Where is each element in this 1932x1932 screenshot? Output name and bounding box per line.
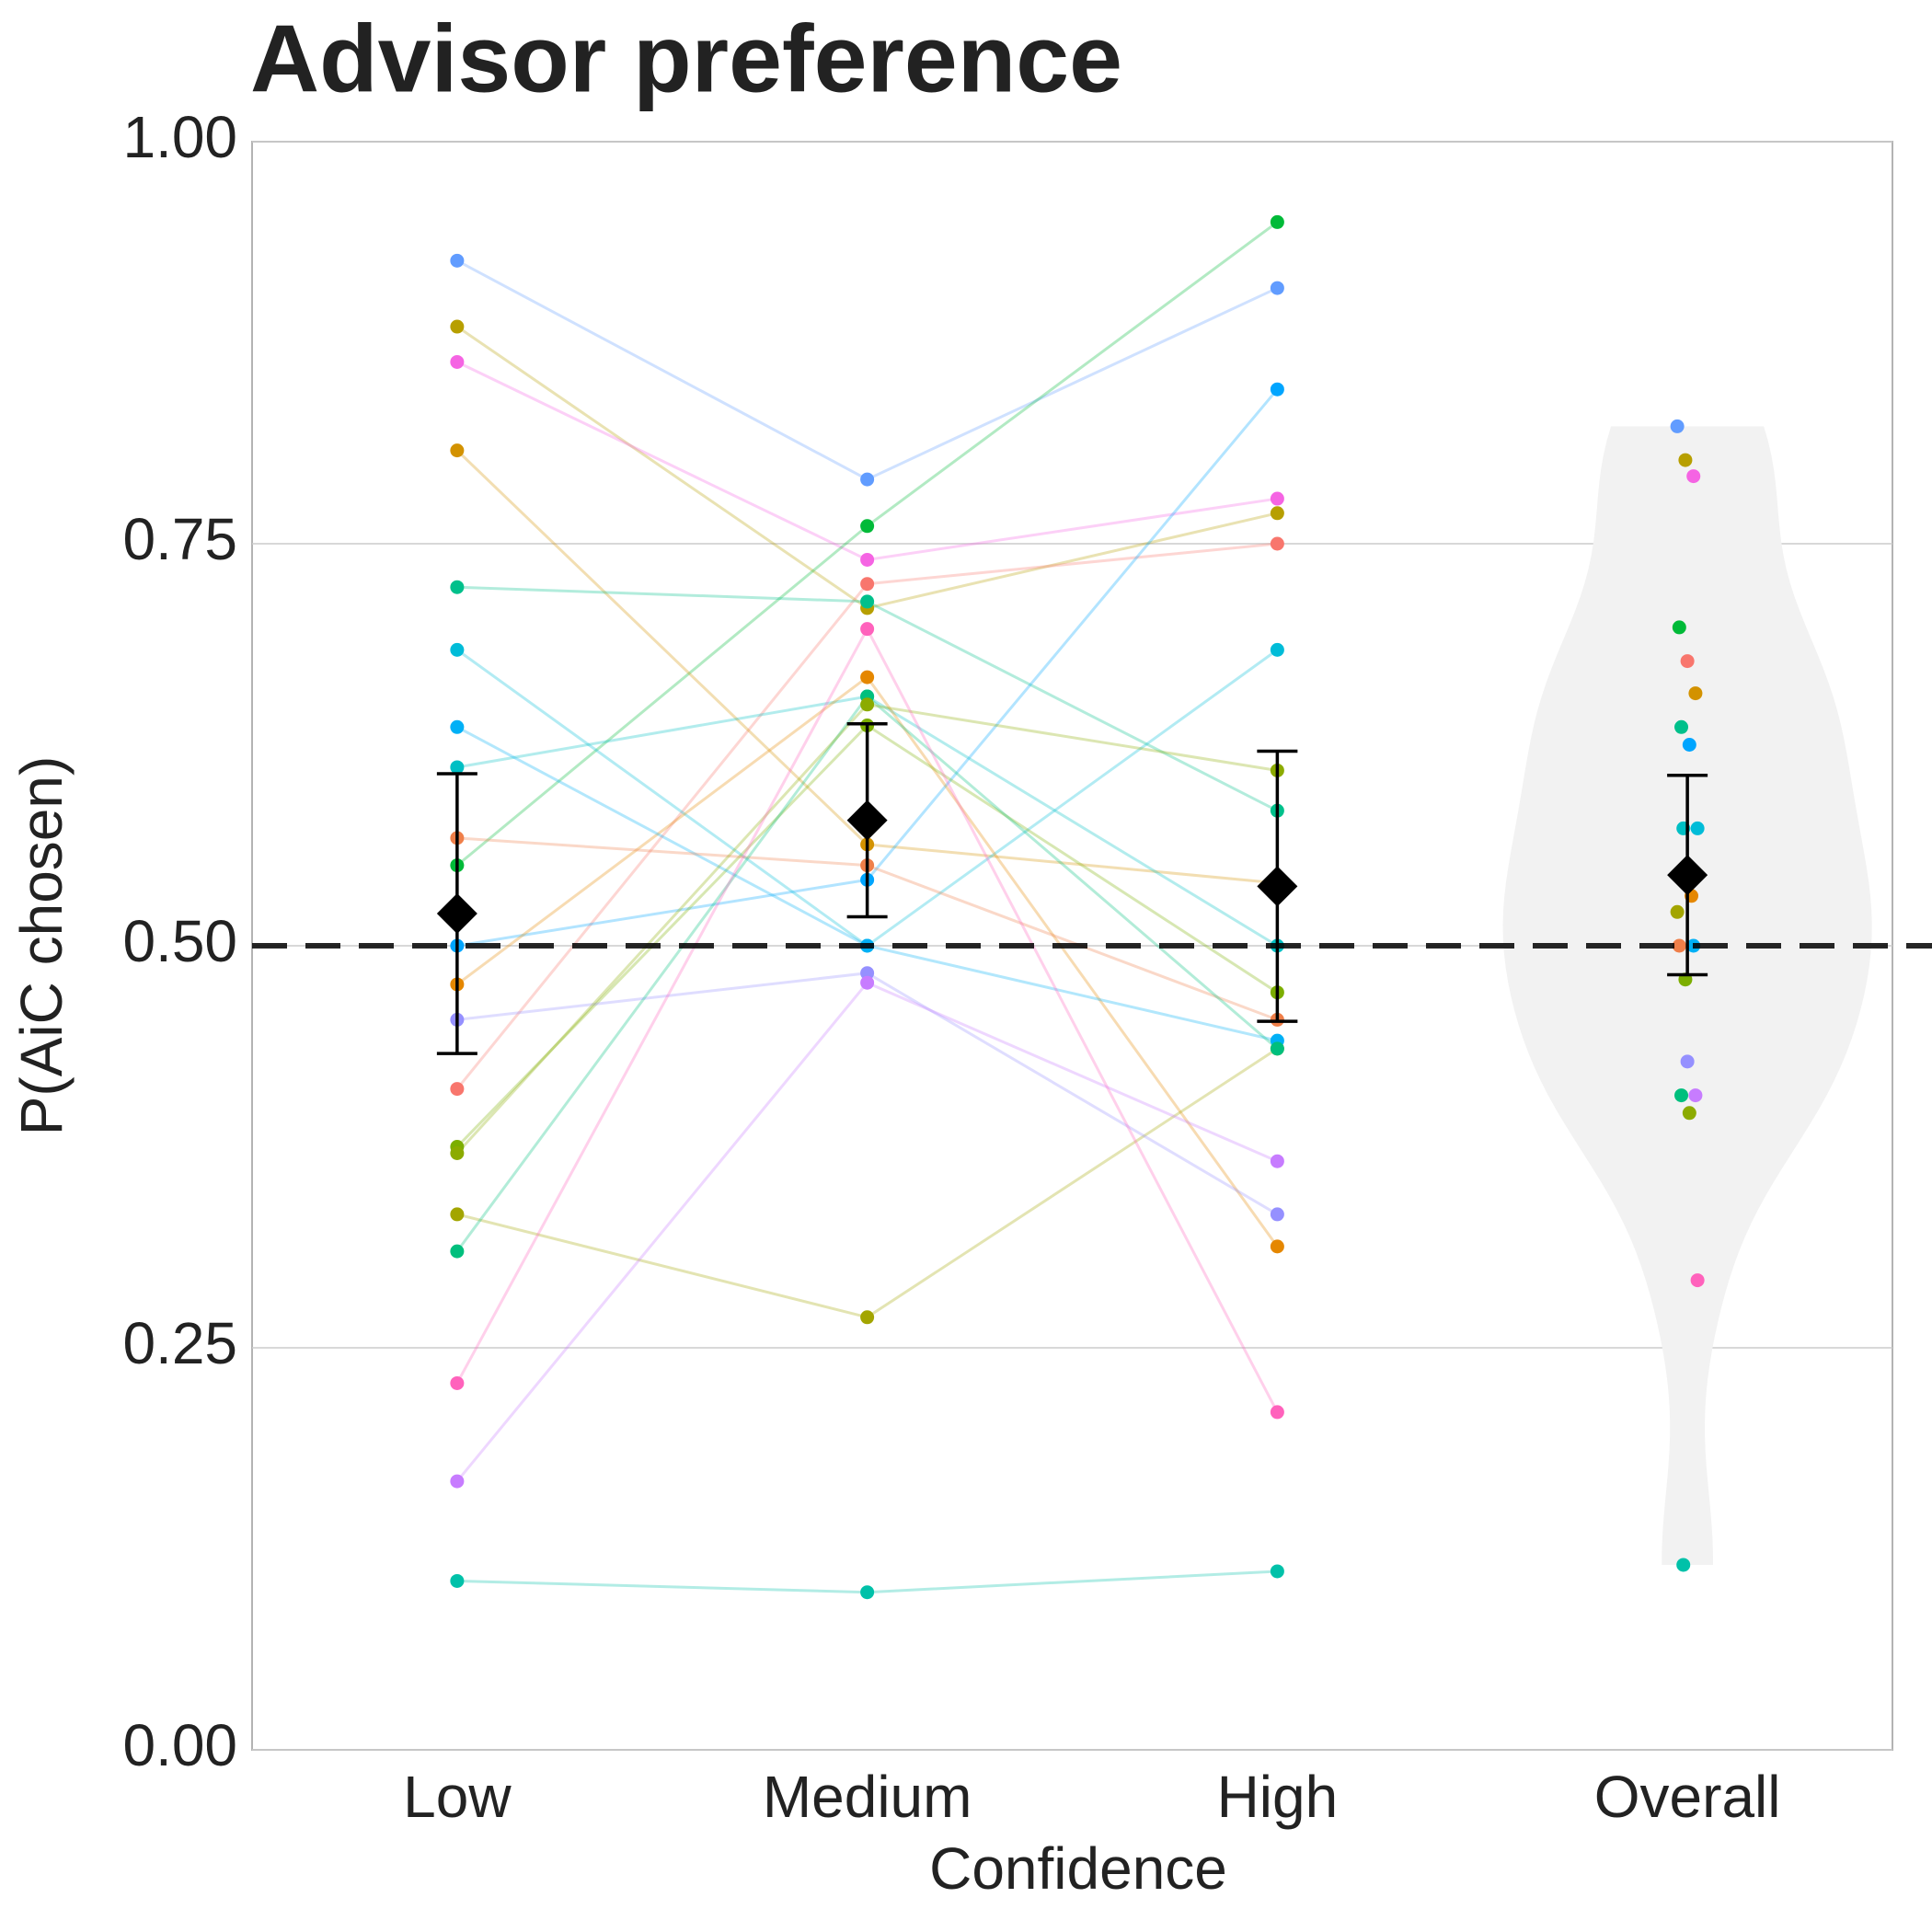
participant-point [1270,642,1284,657]
participant-point [860,1310,875,1325]
mean-marker [1257,866,1298,907]
participant-point [1686,469,1701,484]
participant-line [456,259,1279,481]
participant-point [450,1474,465,1489]
participant-point [1682,738,1696,752]
participant-point [1690,1273,1705,1288]
participant-point [1270,536,1284,551]
participant-point [1270,1405,1284,1420]
participant-point [1690,821,1705,835]
x-tick-label: Medium [763,1764,972,1830]
participant-point [1688,686,1703,701]
participant-point [450,1573,465,1588]
participant-point [1270,281,1284,295]
participant-point [1670,419,1685,433]
participant-point [1270,1564,1284,1579]
participant-line [456,1047,1279,1319]
y-tick-label: 0.75 [122,506,237,572]
participant-point [1680,1054,1695,1069]
participant-point [860,975,875,990]
participant-point [1688,1088,1703,1103]
violin [1502,426,1872,1565]
mean-marker [436,893,477,935]
participant-point [1676,1558,1691,1572]
mean-marker [846,799,888,841]
participant-point [1270,214,1284,229]
participant-point [1674,1088,1689,1103]
participant-point [450,1145,465,1160]
participant-point [450,1244,465,1259]
participant-point [450,642,465,657]
participant-point [860,697,875,712]
participant-point [1270,1207,1284,1222]
participant-point [450,443,465,458]
participant-point [1682,1106,1696,1121]
participant-point [450,1082,465,1097]
participant-point [1270,506,1284,521]
participant-point [860,472,875,487]
participant-point [450,1207,465,1222]
participant-point [1670,904,1685,919]
participant-point [1270,1041,1284,1056]
participant-point [450,253,465,268]
participant-point [450,1375,465,1390]
mean-marker [1667,855,1708,896]
participant-point [450,354,465,369]
participant-point [450,319,465,334]
participant-point [860,670,875,684]
participant-point [860,577,875,592]
x-tick-label: Overall [1594,1764,1781,1830]
y-tick-label: 1.00 [122,104,237,170]
participant-point [1674,719,1689,734]
participant-point [1678,453,1693,467]
y-tick-label: 0.00 [122,1712,237,1778]
participant-point [1672,938,1686,953]
participant-point [450,580,465,594]
participant-point [860,552,875,567]
participant-point [860,519,875,534]
y-tick-label: 0.50 [122,908,237,974]
y-axis-label: P(AiC chosen) [8,756,75,1136]
x-axis-label: Confidence [929,1835,1227,1902]
participant-point [860,622,875,637]
participant-point [1680,654,1695,669]
participant-point [860,594,875,609]
participant-point [1270,1154,1284,1168]
x-tick-label: Low [403,1764,512,1830]
participant-point [1270,1239,1284,1254]
participant-point [450,719,465,734]
participant-point [1270,382,1284,397]
participant-point [1270,491,1284,506]
participant-point [450,760,465,775]
participant-point [860,966,875,981]
participant-line [455,981,1278,1483]
chart-title: Advisor preference [250,6,1122,112]
x-tick-label: High [1217,1764,1339,1830]
y-tick-label: 0.25 [122,1310,237,1376]
participant-point [860,1585,875,1600]
participant-point [1672,620,1686,635]
